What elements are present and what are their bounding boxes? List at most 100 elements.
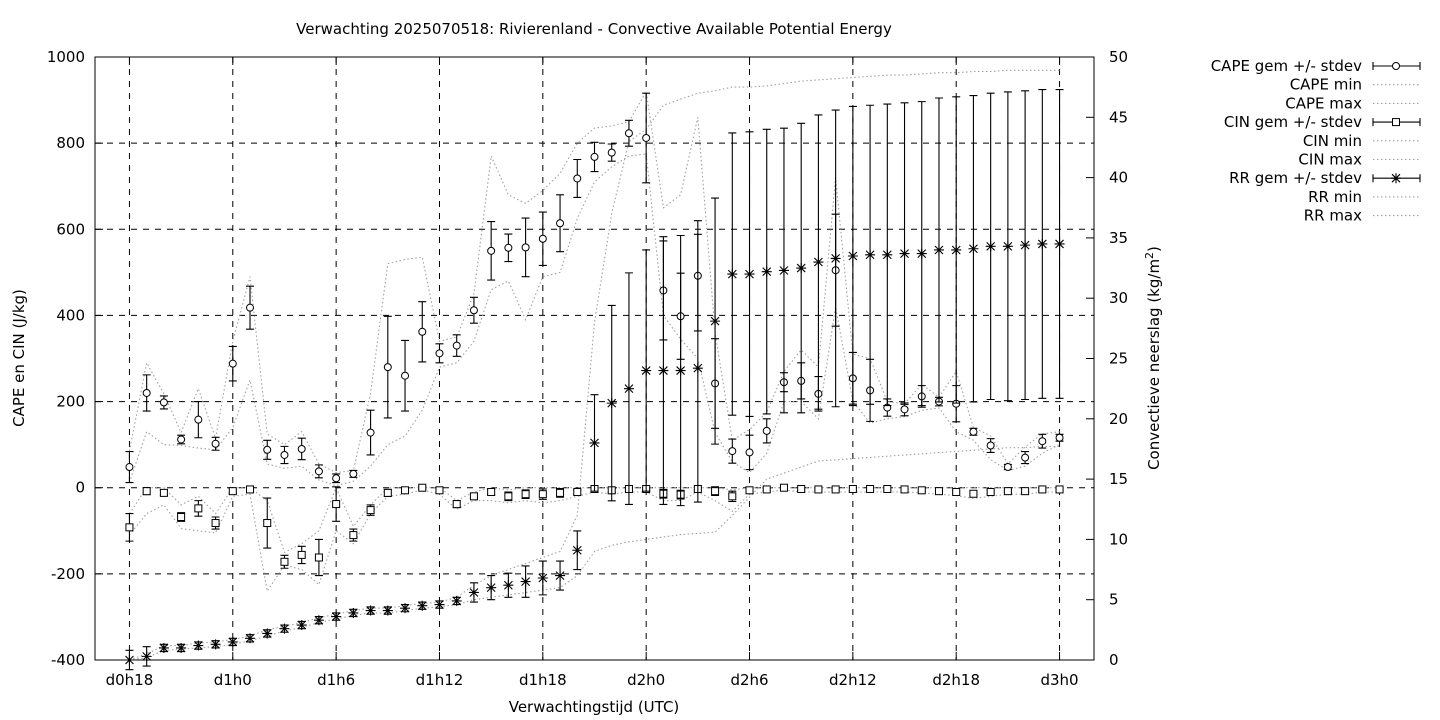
data-point — [280, 557, 289, 566]
y2-tick-label: 10 — [1109, 530, 1128, 548]
data-point — [692, 363, 703, 374]
data-point — [141, 651, 152, 662]
y2-tick-label: 5 — [1109, 591, 1119, 609]
data-point — [555, 570, 566, 581]
data-point — [866, 485, 875, 494]
data-point — [899, 248, 910, 259]
y-tick-label: 600 — [56, 220, 85, 238]
data-point — [779, 483, 788, 492]
data-point — [468, 587, 479, 598]
y2-tick-label: 25 — [1109, 350, 1128, 368]
data-point — [296, 620, 307, 631]
y2-tick-label: 45 — [1109, 108, 1128, 126]
y2-axis-label: Convectieve neerslag (kg/m2) — [1143, 246, 1163, 470]
data-point — [1020, 240, 1031, 251]
rr-gem-stdev-series — [124, 89, 1065, 671]
y2-tick-label: 15 — [1109, 470, 1128, 488]
chart-title: Verwachting 2025070518: Rivierenland - C… — [296, 20, 892, 38]
x-tick-label: d1h6 — [317, 671, 355, 689]
data-point — [900, 485, 909, 494]
y-tick-label: -400 — [51, 651, 85, 669]
data-point — [435, 349, 444, 358]
y2-tick-label: 30 — [1109, 289, 1128, 307]
data-point — [710, 316, 721, 327]
data-point — [313, 615, 324, 626]
x-tick-label: d1h18 — [519, 671, 567, 689]
data-point — [1003, 487, 1012, 496]
y2-tick-label: 40 — [1109, 169, 1128, 187]
data-point — [986, 488, 995, 497]
data-point — [159, 398, 168, 407]
data-point — [796, 263, 807, 274]
y-axis-label: CAPE en CIN (J/kg) — [10, 289, 28, 427]
legend-label: RR max — [1304, 207, 1362, 225]
data-point — [314, 467, 323, 476]
legend-label: RR min — [1308, 188, 1362, 206]
data-point — [865, 249, 876, 260]
data-point — [641, 365, 652, 376]
data-point — [744, 269, 755, 280]
data-point — [606, 398, 617, 409]
legend-label: CAPE max — [1285, 94, 1362, 112]
data-point — [589, 437, 600, 448]
data-point — [968, 243, 979, 254]
data-point — [797, 485, 806, 494]
data-point — [434, 599, 445, 610]
data-point — [1055, 485, 1064, 494]
data-point — [778, 265, 789, 276]
x-tick-label: d2h6 — [730, 671, 768, 689]
cape-min-line — [128, 153, 1060, 487]
y-tick-label: 0 — [75, 479, 85, 497]
data-point — [1055, 433, 1064, 442]
data-point — [366, 506, 375, 515]
data-point — [332, 474, 341, 483]
y2-tick-label: 50 — [1109, 48, 1128, 66]
axis-ticks: d0h18 d1h0 d1h6 d1h12 d1h18 d2h0 d2h6 d2h12 d2h1… — [47, 48, 1128, 689]
data-point — [142, 487, 151, 496]
data-point — [1037, 238, 1048, 249]
data-point — [761, 266, 772, 277]
data-point — [642, 133, 651, 142]
data-point — [331, 611, 342, 622]
data-point — [401, 486, 410, 495]
y2-axis-label-end: ) — [1145, 246, 1163, 252]
data-point — [383, 363, 392, 372]
legend-swatch-marker — [1391, 173, 1401, 184]
data-point — [951, 244, 962, 255]
legend-swatch-marker — [1392, 62, 1400, 70]
data-point — [435, 486, 444, 495]
data-point — [1002, 241, 1013, 252]
data-point — [711, 487, 720, 496]
x-tick-label: d2h18 — [932, 671, 980, 689]
rr-min-line — [129, 445, 1060, 661]
data-point — [728, 492, 737, 501]
data-point — [210, 639, 221, 650]
data-point — [486, 582, 497, 593]
data-point — [917, 486, 926, 495]
data-point — [813, 257, 824, 268]
data-point — [521, 243, 530, 252]
data-point — [658, 365, 669, 376]
data-point — [572, 545, 583, 556]
data-point — [193, 640, 204, 651]
data-point — [349, 531, 358, 540]
data-point — [400, 603, 411, 614]
data-point — [262, 628, 273, 639]
data-point — [452, 500, 461, 509]
data-point — [349, 469, 358, 478]
x-tick-label: d1h0 — [214, 671, 252, 689]
data-point — [952, 488, 961, 497]
data-point — [556, 219, 565, 228]
data-point — [573, 488, 582, 497]
data-point — [177, 435, 186, 444]
x-tick-label: d1h12 — [416, 671, 464, 689]
data-point — [728, 447, 737, 456]
data-point — [521, 490, 530, 499]
data-point — [933, 244, 944, 255]
legend-label: RR gem +/- stdev — [1229, 169, 1362, 187]
y2-axis-label-main: Convectieve neerslag (kg/m — [1145, 259, 1163, 470]
data-point — [228, 359, 237, 368]
data-point — [383, 488, 392, 497]
